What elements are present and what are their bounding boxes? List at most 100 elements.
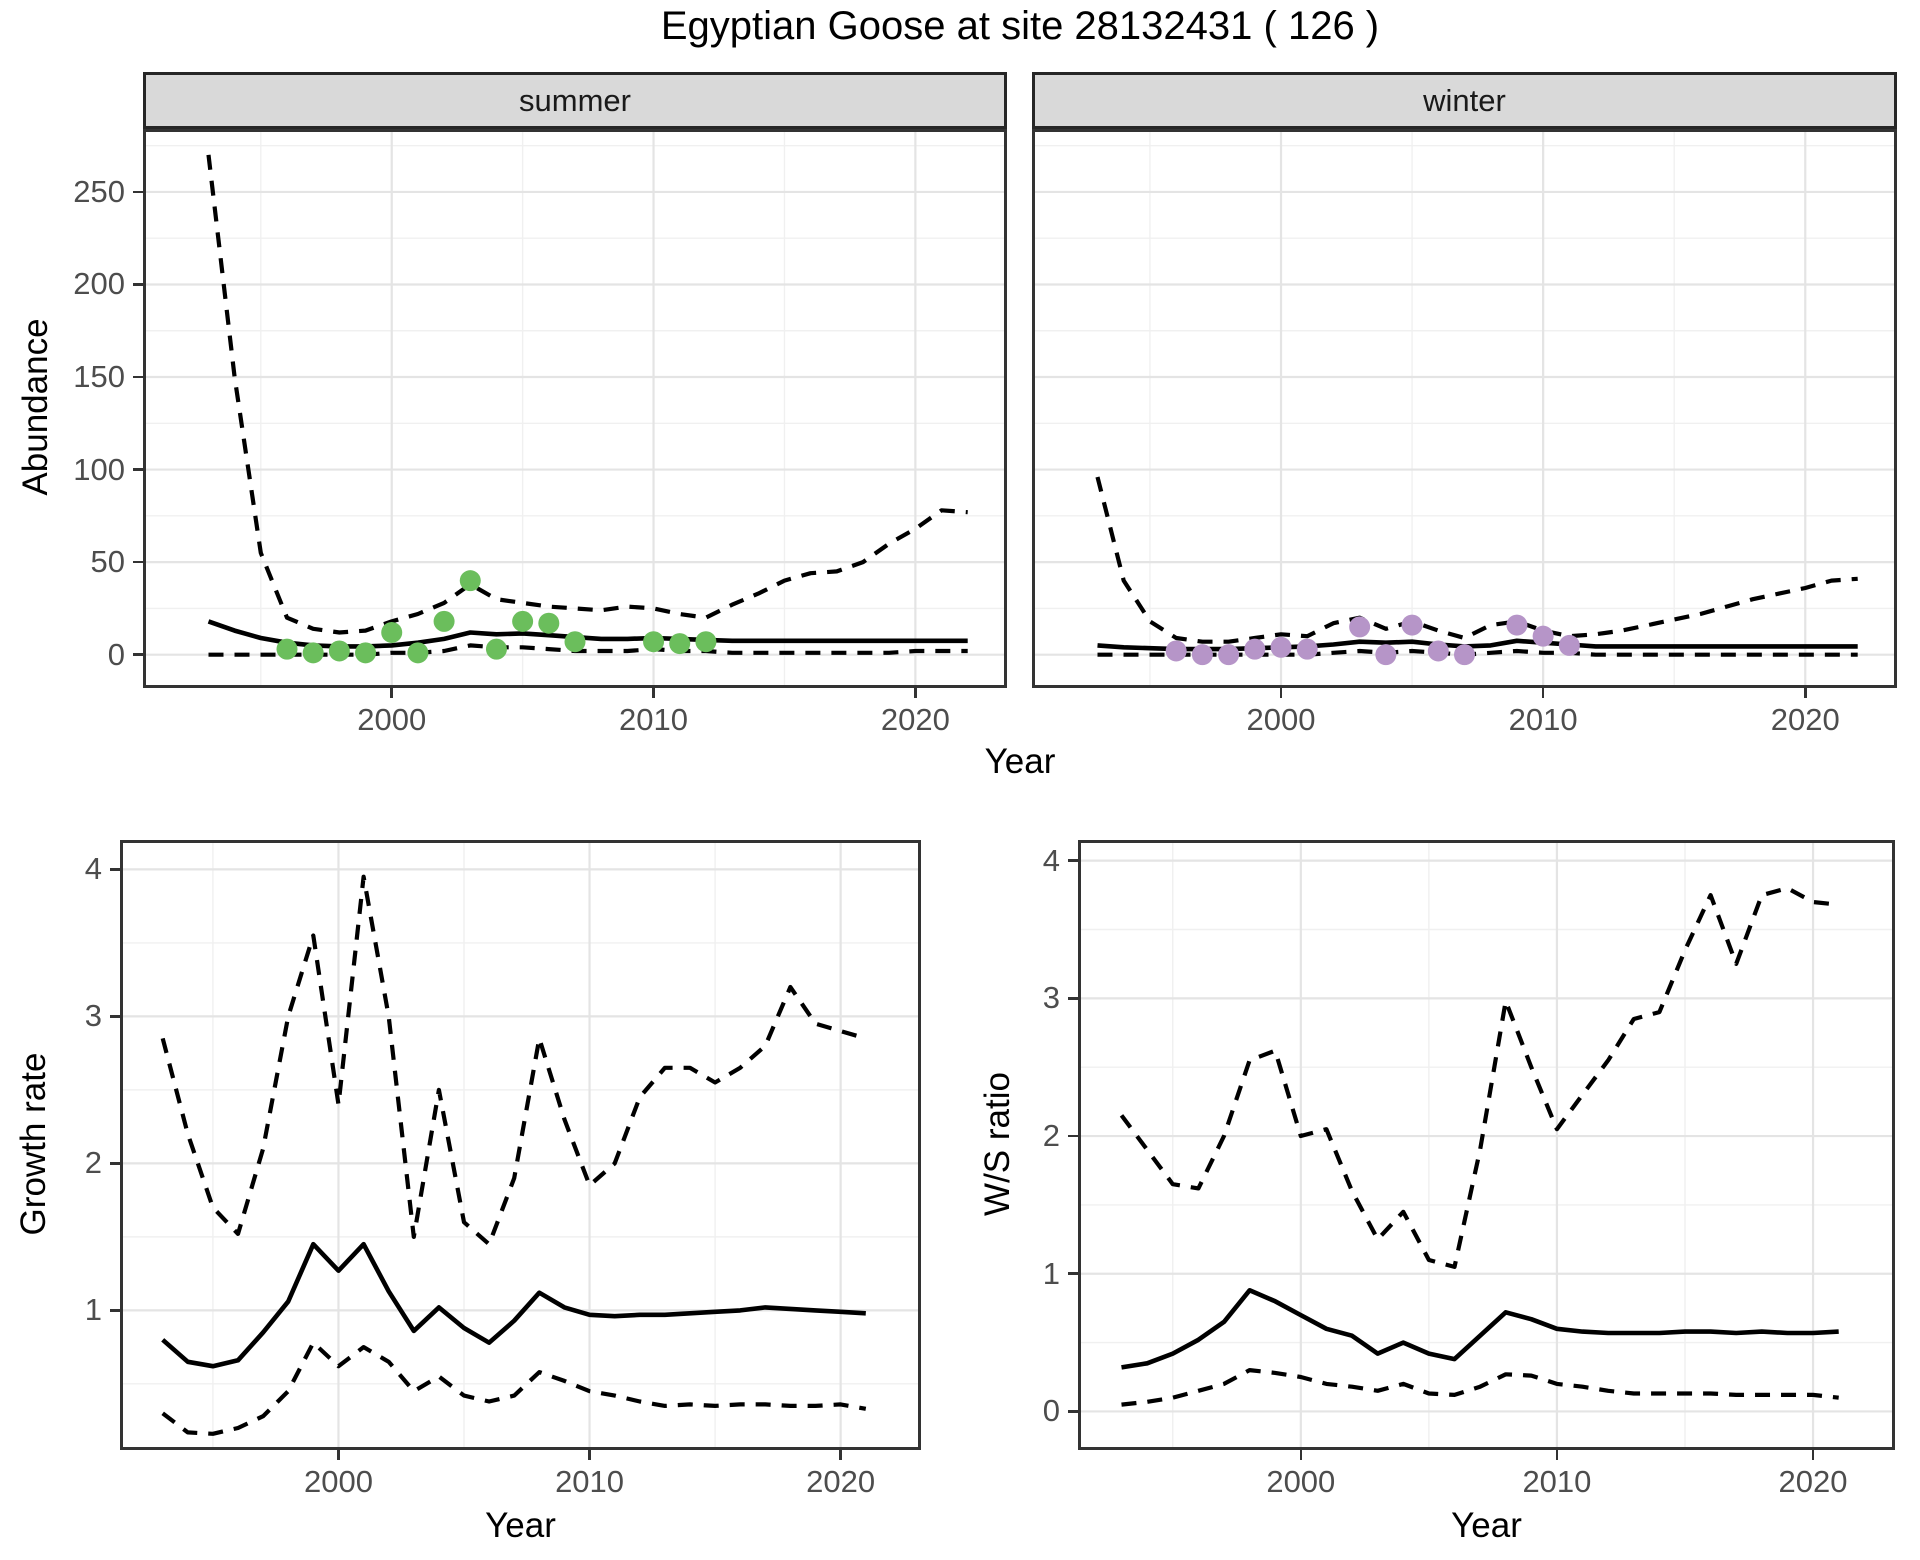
y-tick-mark	[133, 283, 143, 286]
fitted-line	[161, 1241, 866, 1369]
panel-background	[143, 129, 1007, 688]
data-point	[1427, 640, 1449, 662]
data-point	[1191, 644, 1213, 666]
y-tick-mark	[110, 1309, 120, 1312]
y-tick-label: 3	[1042, 980, 1060, 1016]
data-point	[1218, 644, 1240, 666]
x-tick-mark	[1804, 688, 1807, 698]
data-point	[1270, 636, 1292, 658]
data-point	[643, 631, 665, 653]
data-point	[1349, 616, 1371, 638]
growth-year-axis-title: Year	[485, 1506, 556, 1545]
x-tick-mark	[337, 1450, 340, 1460]
data-point	[1296, 638, 1318, 660]
y-tick-mark	[133, 468, 143, 471]
x-tick-label: 2010	[619, 702, 689, 737]
x-tick-label: 2020	[1770, 702, 1840, 737]
x-tick-label: 2020	[1778, 1464, 1848, 1499]
upper_ci-line	[206, 154, 968, 635]
y-tick-mark	[1068, 1134, 1078, 1138]
y-tick-label: 200	[73, 266, 125, 302]
x-tick-label: 2000	[1266, 1464, 1336, 1499]
data-point	[459, 570, 481, 592]
y-tick-mark	[110, 868, 120, 871]
x-tick-mark	[1299, 1450, 1303, 1460]
facet-strip-winter: winter	[1032, 72, 1897, 129]
data-point	[1401, 614, 1423, 636]
x-tick-label: 2020	[806, 1464, 876, 1499]
data-point	[1165, 640, 1187, 662]
fitted-line	[1121, 1287, 1839, 1370]
y-tick-mark	[110, 1162, 120, 1165]
facet-strip-summer-label: summer	[519, 82, 631, 118]
x-tick-mark	[1811, 1450, 1815, 1460]
panel-border	[120, 840, 921, 1450]
growth-rate-axis-title: Growth rate	[14, 1052, 53, 1236]
data-point	[485, 638, 507, 660]
lower_ci-line	[1097, 648, 1858, 657]
y-tick-label: 50	[90, 544, 125, 580]
data-point	[276, 638, 298, 660]
winter-abundance-panel	[1032, 129, 1897, 688]
gridlines	[143, 129, 1007, 688]
data-point	[1454, 644, 1475, 666]
x-tick-label: 2000	[1246, 702, 1316, 737]
x-tick-label: 2000	[303, 1464, 373, 1499]
top-year-axis-title: Year	[984, 742, 1056, 781]
y-tick-label: 1	[1042, 1255, 1060, 1291]
data-point	[538, 612, 560, 634]
y-tick-mark	[1068, 1410, 1078, 1413]
panel-background	[1032, 129, 1897, 688]
x-tick-label: 2000	[357, 702, 427, 737]
y-tick-mark	[1068, 1272, 1078, 1275]
y-tick-mark	[110, 1015, 120, 1018]
x-tick-label: 2010	[555, 1464, 625, 1499]
ws-year-axis-title: Year	[1451, 1506, 1522, 1545]
gridlines	[1078, 840, 1895, 1450]
data-point	[1532, 625, 1554, 647]
data-point	[1375, 644, 1397, 666]
y-tick-mark	[133, 190, 143, 194]
data-point	[302, 642, 324, 664]
x-tick-label: 2010	[1522, 1464, 1592, 1499]
gridlines	[1032, 129, 1897, 688]
upper_ci-line	[160, 874, 867, 1247]
lower_ci-line	[208, 643, 968, 657]
panel-border	[1078, 840, 1895, 1450]
y-tick-label: 4	[1042, 842, 1060, 878]
y-tick-label: 1	[84, 1292, 102, 1328]
x-tick-mark	[652, 688, 655, 698]
panel-border	[1032, 129, 1897, 688]
x-tick-mark	[914, 688, 917, 698]
panel-border	[143, 129, 1007, 688]
data-point	[433, 610, 455, 632]
panel-background	[1078, 840, 1895, 1450]
y-tick-label: 0	[1042, 1393, 1060, 1429]
y-tick-mark	[133, 653, 143, 656]
y-tick-mark	[133, 560, 143, 564]
data-point	[1506, 614, 1528, 636]
y-tick-label: 0	[107, 636, 125, 672]
x-tick-label: 2020	[880, 702, 950, 737]
lower_ci-line	[161, 1340, 867, 1436]
lower_ci-line	[1121, 1367, 1839, 1407]
x-tick-label: 2010	[1508, 702, 1578, 737]
summer-abundance-panel	[143, 129, 1007, 688]
y-tick-mark	[1068, 997, 1078, 1000]
ws-ratio-panel	[1078, 840, 1895, 1450]
growth-rate-panel	[120, 840, 921, 1450]
y-tick-label: 3	[84, 998, 102, 1034]
x-tick-mark	[1279, 688, 1283, 698]
facet-strip-winter-label: winter	[1423, 82, 1506, 118]
data-point	[695, 631, 717, 653]
data-point	[1558, 634, 1580, 656]
data-point	[381, 621, 403, 643]
upper_ci-line	[1119, 886, 1839, 1269]
y-tick-mark	[1068, 859, 1078, 862]
chart-title: Egyptian Goose at site 28132431 ( 126 )	[660, 4, 1380, 48]
data-point	[512, 610, 534, 632]
data-point	[328, 640, 350, 662]
x-tick-mark	[1555, 1450, 1559, 1460]
y-tick-label: 250	[73, 173, 125, 209]
x-tick-mark	[1541, 688, 1545, 698]
